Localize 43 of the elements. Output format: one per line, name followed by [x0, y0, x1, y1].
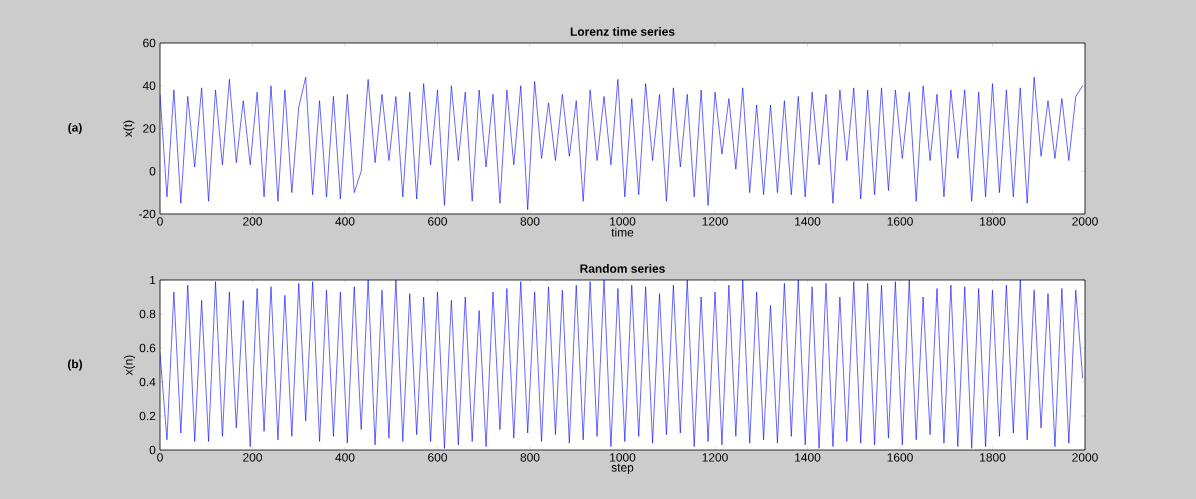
x-tick-label: 200 [243, 453, 263, 462]
y-tick-label: 0.6 [139, 343, 156, 353]
x-tick-label: 800 [520, 453, 540, 462]
x-tick-label: 2000 [1072, 453, 1098, 462]
x-tick-label: 1800 [980, 217, 1006, 226]
y-tick-label: 0 [149, 167, 156, 176]
y-tick-label: 0 [149, 445, 156, 455]
x-tick-label: 1200 [702, 453, 728, 462]
y-axis-title: x(n) [123, 355, 136, 376]
y-axis-title: x(t) [123, 120, 135, 137]
y-tick-label: 0.4 [139, 377, 156, 387]
line-series [160, 280, 1083, 449]
x-tick-label: 400 [335, 453, 355, 462]
y-tick-label: 20 [143, 124, 156, 133]
y-tick-label: 1 [150, 275, 156, 285]
chart-title: Random series [580, 264, 665, 273]
x-tick-label: 400 [335, 217, 355, 226]
y-tick-label: -20 [139, 209, 156, 219]
x-tick-label: 0 [157, 453, 163, 462]
x-tick-label: 1000 [610, 453, 636, 462]
line-series [160, 76, 1083, 211]
x-tick-label: 1200 [702, 217, 728, 226]
text: (a) [68, 122, 82, 135]
chart-title: Lorenz time series [570, 27, 675, 36]
x-axis-title: step [611, 463, 634, 475]
x-tick-label: 600 [428, 453, 448, 462]
x-tick-label: 1000 [610, 217, 636, 226]
x-axis-title: time [611, 227, 634, 237]
x-tick-label: 800 [520, 217, 540, 226]
x-tick-label: 1400 [795, 453, 821, 462]
y-tick-label: 0.2 [139, 411, 156, 421]
x-tick-label: 1600 [887, 453, 913, 462]
x-tick-label: 2000 [1072, 217, 1098, 226]
y-tick-label: 60 [143, 38, 156, 48]
x-tick-label: 0 [157, 217, 163, 226]
y-tick-label: 0.8 [139, 309, 156, 319]
x-tick-label: 1600 [887, 217, 913, 226]
x-tick-label: 1800 [980, 453, 1006, 462]
x-tick-label: 600 [428, 217, 448, 226]
x-tick-label: 200 [243, 217, 263, 226]
text: (b) [67, 359, 83, 371]
x-tick-label: 1400 [795, 217, 821, 226]
y-tick-label: 40 [142, 81, 156, 90]
